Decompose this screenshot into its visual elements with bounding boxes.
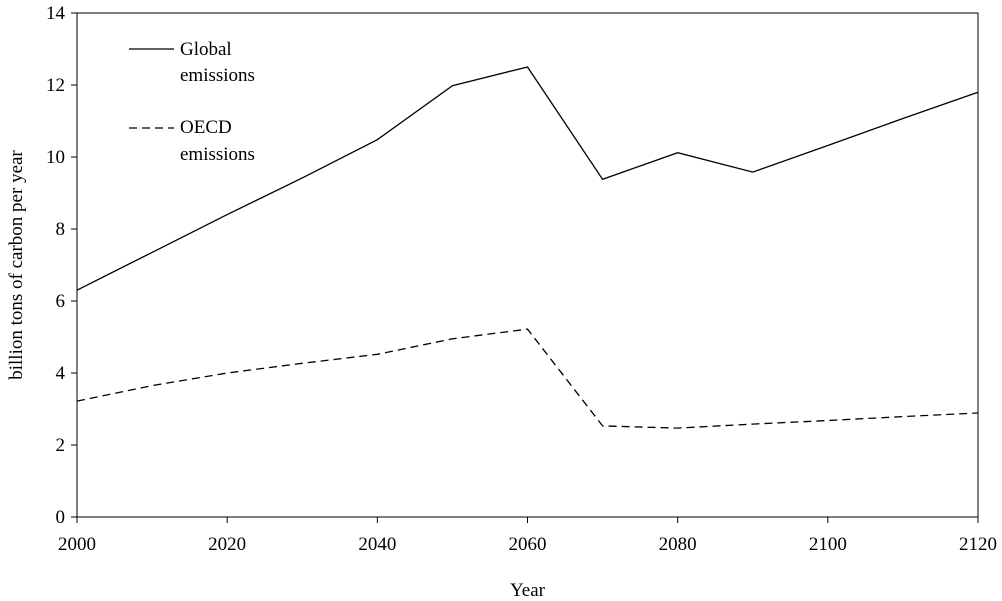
- legend-label: Global: [180, 39, 232, 60]
- y-tick-label: 4: [56, 363, 66, 384]
- x-tick-label: 2020: [208, 534, 246, 555]
- legend: Global emissions OECD emissions: [129, 39, 255, 165]
- y-axis-title: billion tons of carbon per year: [6, 150, 27, 380]
- legend-item-oecd: OECD emissions: [129, 117, 255, 165]
- x-tick-label: 2000: [58, 534, 96, 555]
- x-axis: 2000 2020 2040 2060 2080 2100 2120: [58, 517, 997, 555]
- y-axis: 0 2 4 6 8 10 12 14: [46, 3, 77, 528]
- plot-frame: [76, 12, 979, 518]
- legend-label: emissions: [180, 144, 255, 165]
- x-tick-label: 2080: [659, 534, 697, 555]
- plot-border: [76, 12, 979, 518]
- x-tick-label: 2040: [358, 534, 396, 555]
- oecd-emissions-line: [76, 328, 979, 429]
- x-tick-label: 2100: [809, 534, 847, 555]
- x-tick-label: 2060: [509, 534, 547, 555]
- x-axis-title: Year: [510, 580, 546, 601]
- legend-item-global: Global emissions: [129, 39, 255, 86]
- y-tick-label: 8: [56, 219, 66, 240]
- y-tick-label: 10: [46, 147, 65, 168]
- y-tick-label: 2: [56, 435, 66, 456]
- series-layer: [76, 66, 979, 429]
- legend-label: OECD: [180, 117, 232, 138]
- y-tick-label: 14: [46, 3, 66, 24]
- global-emissions-line: [76, 66, 979, 291]
- y-tick-label: 6: [56, 291, 66, 312]
- legend-label: emissions: [180, 65, 255, 86]
- y-tick-label: 12: [46, 75, 65, 96]
- y-tick-label: 0: [56, 507, 66, 528]
- x-tick-label: 2120: [959, 534, 997, 555]
